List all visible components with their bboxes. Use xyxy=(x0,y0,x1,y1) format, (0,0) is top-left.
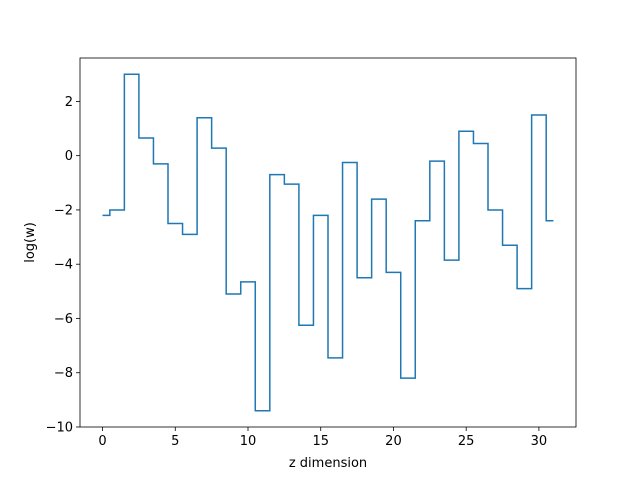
y-tick-label: 2 xyxy=(65,95,73,110)
x-tick-label: 25 xyxy=(458,434,475,449)
series-line xyxy=(102,73,554,412)
y-tick-label: −10 xyxy=(46,421,73,436)
x-tick-label: 5 xyxy=(171,434,179,449)
x-axis-label: z dimension xyxy=(289,456,367,471)
plot-frame xyxy=(79,57,577,428)
x-tick-label: 10 xyxy=(240,434,257,449)
y-tick-label: −2 xyxy=(54,203,73,218)
y-axis-label: log(w) xyxy=(23,222,38,263)
x-tick-label: 15 xyxy=(312,434,329,449)
y-tick-label: −6 xyxy=(54,312,73,327)
x-tick-label: 20 xyxy=(385,434,402,449)
y-tick-label: −8 xyxy=(54,366,73,381)
y-tick-label: 0 xyxy=(65,149,73,164)
y-tick-label: −4 xyxy=(54,258,73,273)
x-tick-label: 30 xyxy=(531,434,548,449)
x-axis: 0 5 10 15 20 25 30 xyxy=(98,427,547,449)
y-axis: −10 −8 −6 −4 −2 0 2 xyxy=(46,95,80,436)
x-tick-label: 0 xyxy=(98,434,106,449)
